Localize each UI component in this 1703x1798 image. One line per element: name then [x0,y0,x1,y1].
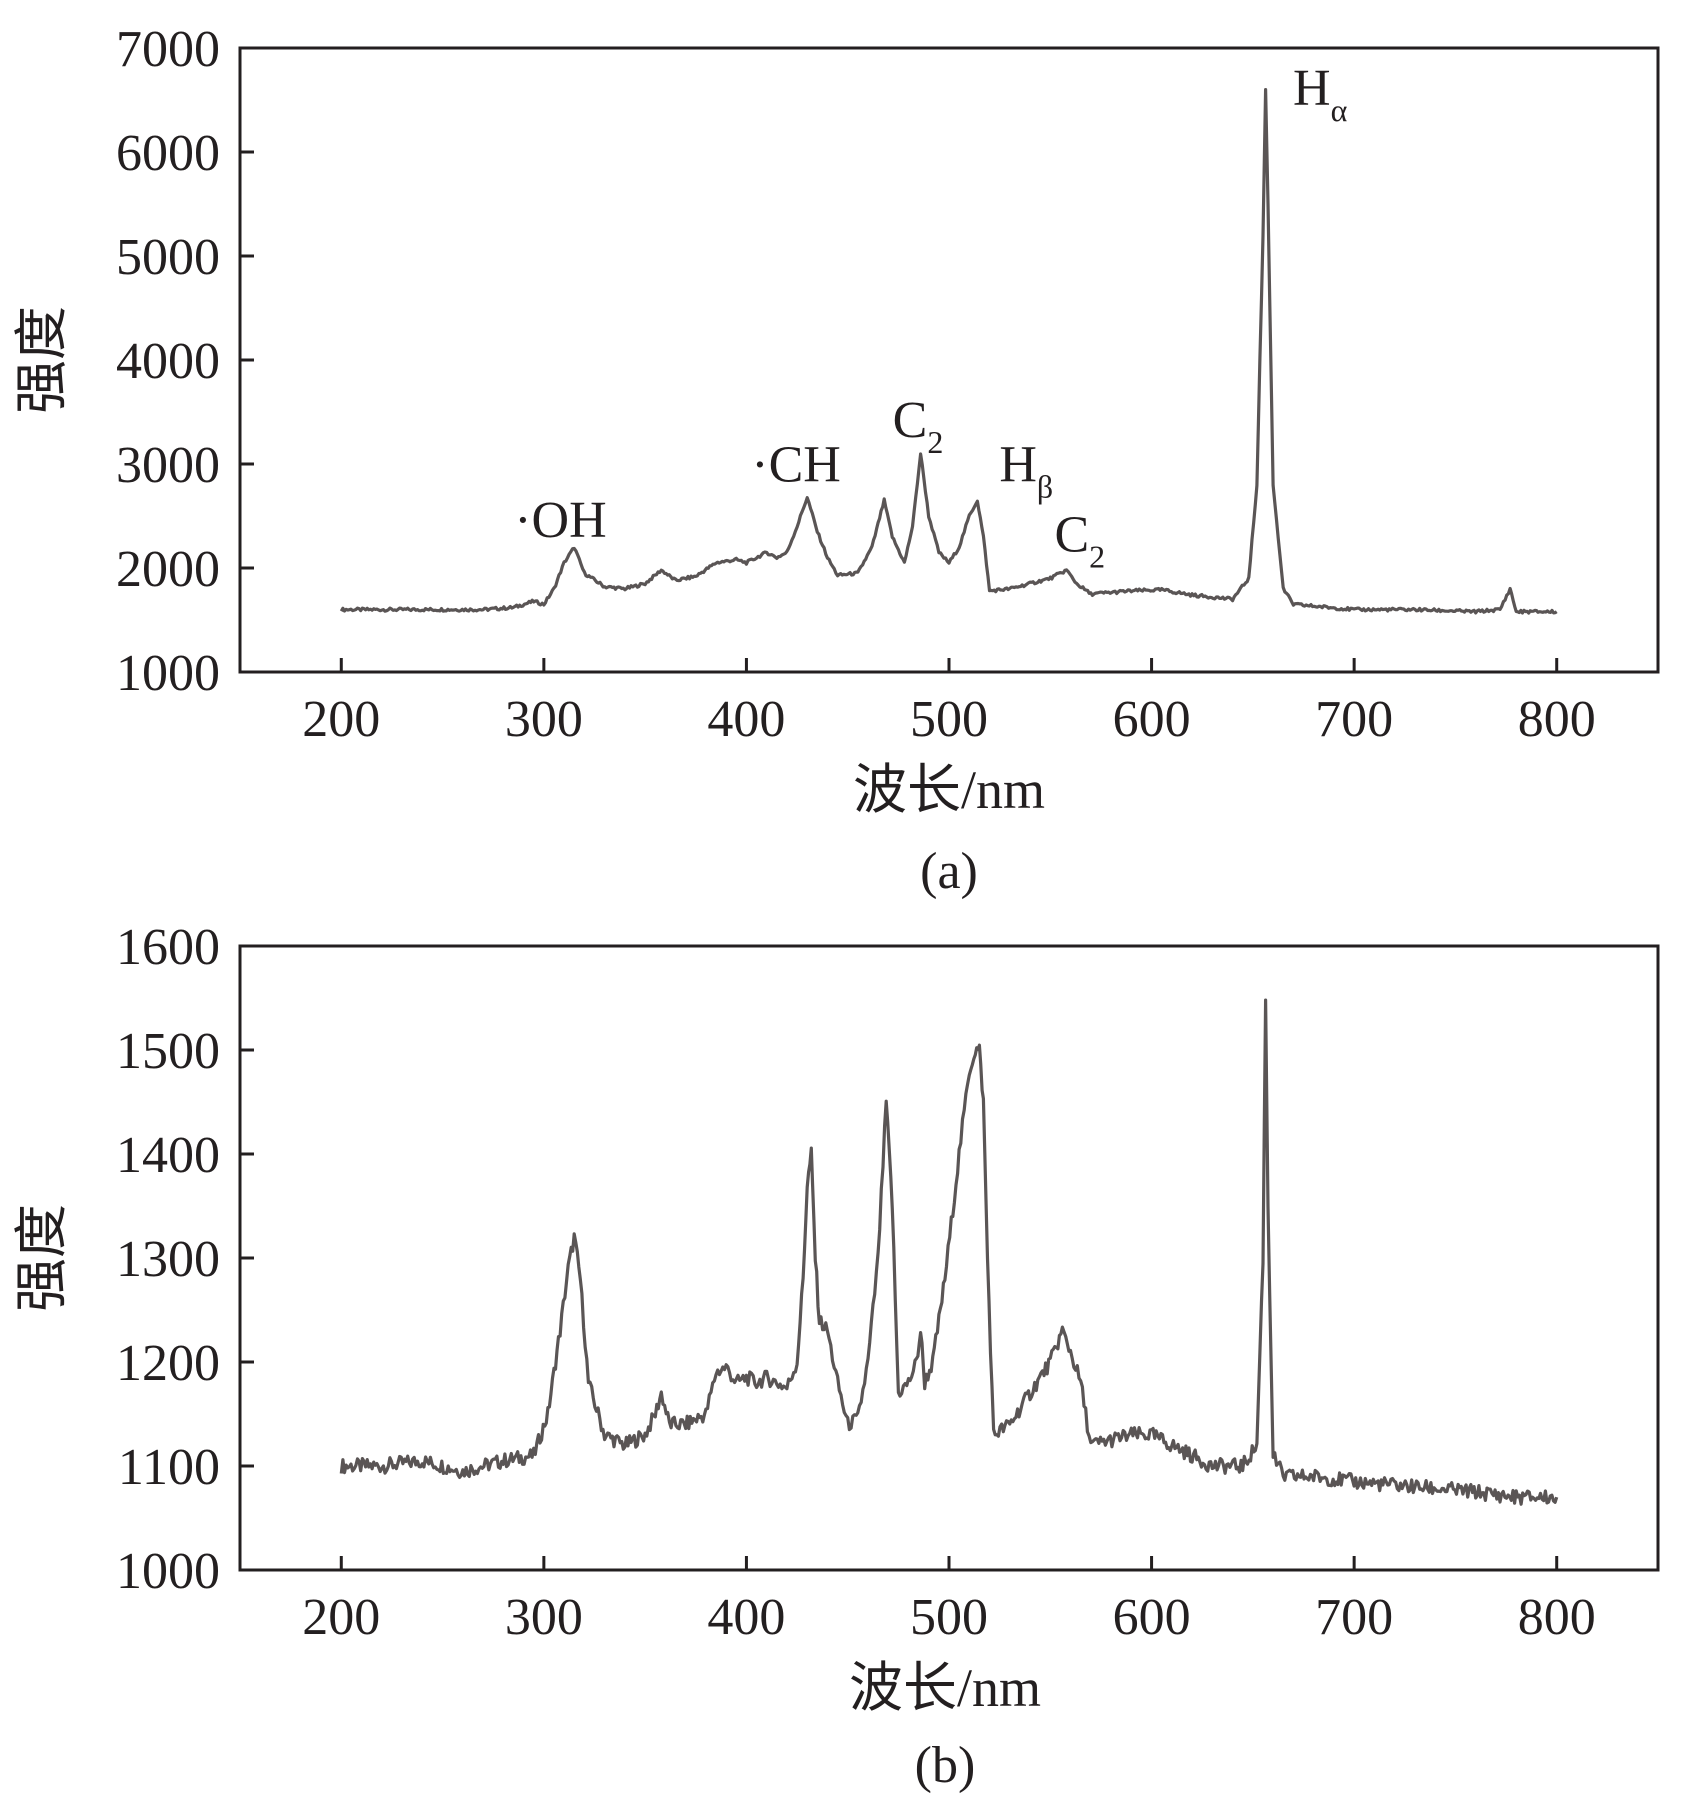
chart-a-y-axis-title: 强度 [12,306,72,414]
chart-a-x-axis-title: 波长/nm [853,760,1045,820]
y-tick-label: 1300 [116,1231,220,1288]
chart-b-series-line [339,998,1559,1506]
y-tick-label: 3000 [116,437,220,494]
chart-b-x-axis: 200 300 400 500 600 700 800 [302,1556,1596,1646]
x-tick-label: 800 [1518,1589,1596,1646]
y-tick-label: 1100 [118,1439,220,1496]
chart-a-panel-label: (a) [920,843,978,900]
annotation-subscript: 2 [927,424,943,460]
y-tick-label: 2000 [116,541,220,598]
x-tick-label: 500 [910,691,988,748]
y-tick-label: 1400 [116,1127,220,1184]
y-tick-label: 6000 [116,125,220,182]
chart-a-x-axis: 200 300 400 500 600 700 800 [302,658,1596,748]
x-tick-label: 700 [1315,1589,1393,1646]
chart-b-y-axis: 1000 1100 1200 1300 1400 1500 1600 [116,919,254,1600]
annotation-subscript: α [1331,92,1348,128]
chart-a-series-line [339,88,1558,615]
y-tick-label: 1000 [116,645,220,702]
chart-b-panel-label: (b) [915,1737,976,1794]
chart-b-x-axis-title: 波长/nm [849,1658,1041,1718]
annotation-label: ·OH [514,492,606,549]
x-tick-label: 300 [505,691,583,748]
y-tick-label: 1000 [116,1543,220,1600]
x-tick-label: 200 [302,691,380,748]
x-tick-label: 700 [1315,691,1393,748]
annotation-subscript: β [1037,469,1053,505]
y-tick-label: 7000 [116,21,220,78]
chart-b: 200 300 400 500 600 700 800 1000 1100 1200 1300 14… [12,919,1660,1794]
x-tick-label: 500 [910,1589,988,1646]
x-tick-label: 400 [707,691,785,748]
chart-b-y-axis-title: 强度 [12,1204,72,1312]
annotation-label: ·CH [751,437,841,494]
annotation-subscript: 2 [1089,538,1105,574]
chart-a: 200 300 400 500 600 700 800 1000 2000 3000 4000 50… [12,21,1660,900]
y-tick-label: 1600 [116,919,220,976]
x-tick-label: 600 [1113,691,1191,748]
annotation-label: C2 [1054,506,1105,574]
y-tick-label: 1500 [116,1023,220,1080]
x-tick-label: 400 [707,1589,785,1646]
x-tick-label: 300 [505,1589,583,1646]
y-tick-label: 4000 [116,333,220,390]
chart-a-y-axis: 1000 2000 3000 4000 5000 6000 7000 [116,21,254,702]
y-tick-label: 1200 [116,1335,220,1392]
x-tick-label: 800 [1518,691,1596,748]
x-tick-label: 600 [1113,1589,1191,1646]
x-tick-label: 200 [302,1589,380,1646]
y-tick-label: 5000 [116,229,220,286]
